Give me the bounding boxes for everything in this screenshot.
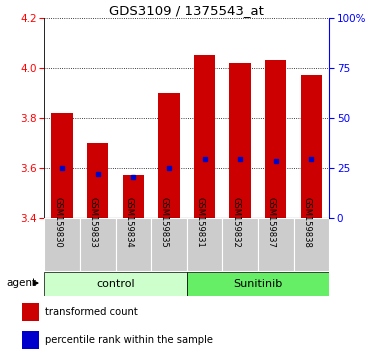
Bar <box>22 303 39 321</box>
Bar <box>301 75 322 218</box>
Bar <box>51 113 73 218</box>
Bar <box>158 93 179 218</box>
Text: GSM159832: GSM159832 <box>231 197 240 248</box>
Text: GSM159835: GSM159835 <box>160 197 169 248</box>
Text: GSM159830: GSM159830 <box>53 197 62 248</box>
Text: Sunitinib: Sunitinib <box>233 279 283 289</box>
Text: control: control <box>96 279 135 289</box>
Bar <box>187 218 223 271</box>
Bar <box>151 218 187 271</box>
Text: GSM159833: GSM159833 <box>89 197 98 248</box>
Bar <box>44 272 187 296</box>
Text: GSM159838: GSM159838 <box>302 197 311 248</box>
Text: GSM159831: GSM159831 <box>196 197 204 248</box>
Bar <box>116 218 151 271</box>
Text: agent: agent <box>7 278 37 288</box>
Bar <box>122 175 144 218</box>
Bar <box>223 218 258 271</box>
Text: GSM159837: GSM159837 <box>267 197 276 248</box>
Bar <box>87 143 109 218</box>
Text: GSM159834: GSM159834 <box>124 197 133 248</box>
Bar <box>293 218 329 271</box>
Bar <box>187 272 329 296</box>
Bar <box>229 63 251 218</box>
Text: transformed count: transformed count <box>45 307 137 317</box>
Bar <box>265 60 286 218</box>
Bar <box>44 218 80 271</box>
Title: GDS3109 / 1375543_at: GDS3109 / 1375543_at <box>109 4 264 17</box>
Bar <box>194 55 215 218</box>
Text: percentile rank within the sample: percentile rank within the sample <box>45 335 213 346</box>
Bar <box>22 331 39 349</box>
Bar <box>80 218 116 271</box>
Bar <box>258 218 294 271</box>
